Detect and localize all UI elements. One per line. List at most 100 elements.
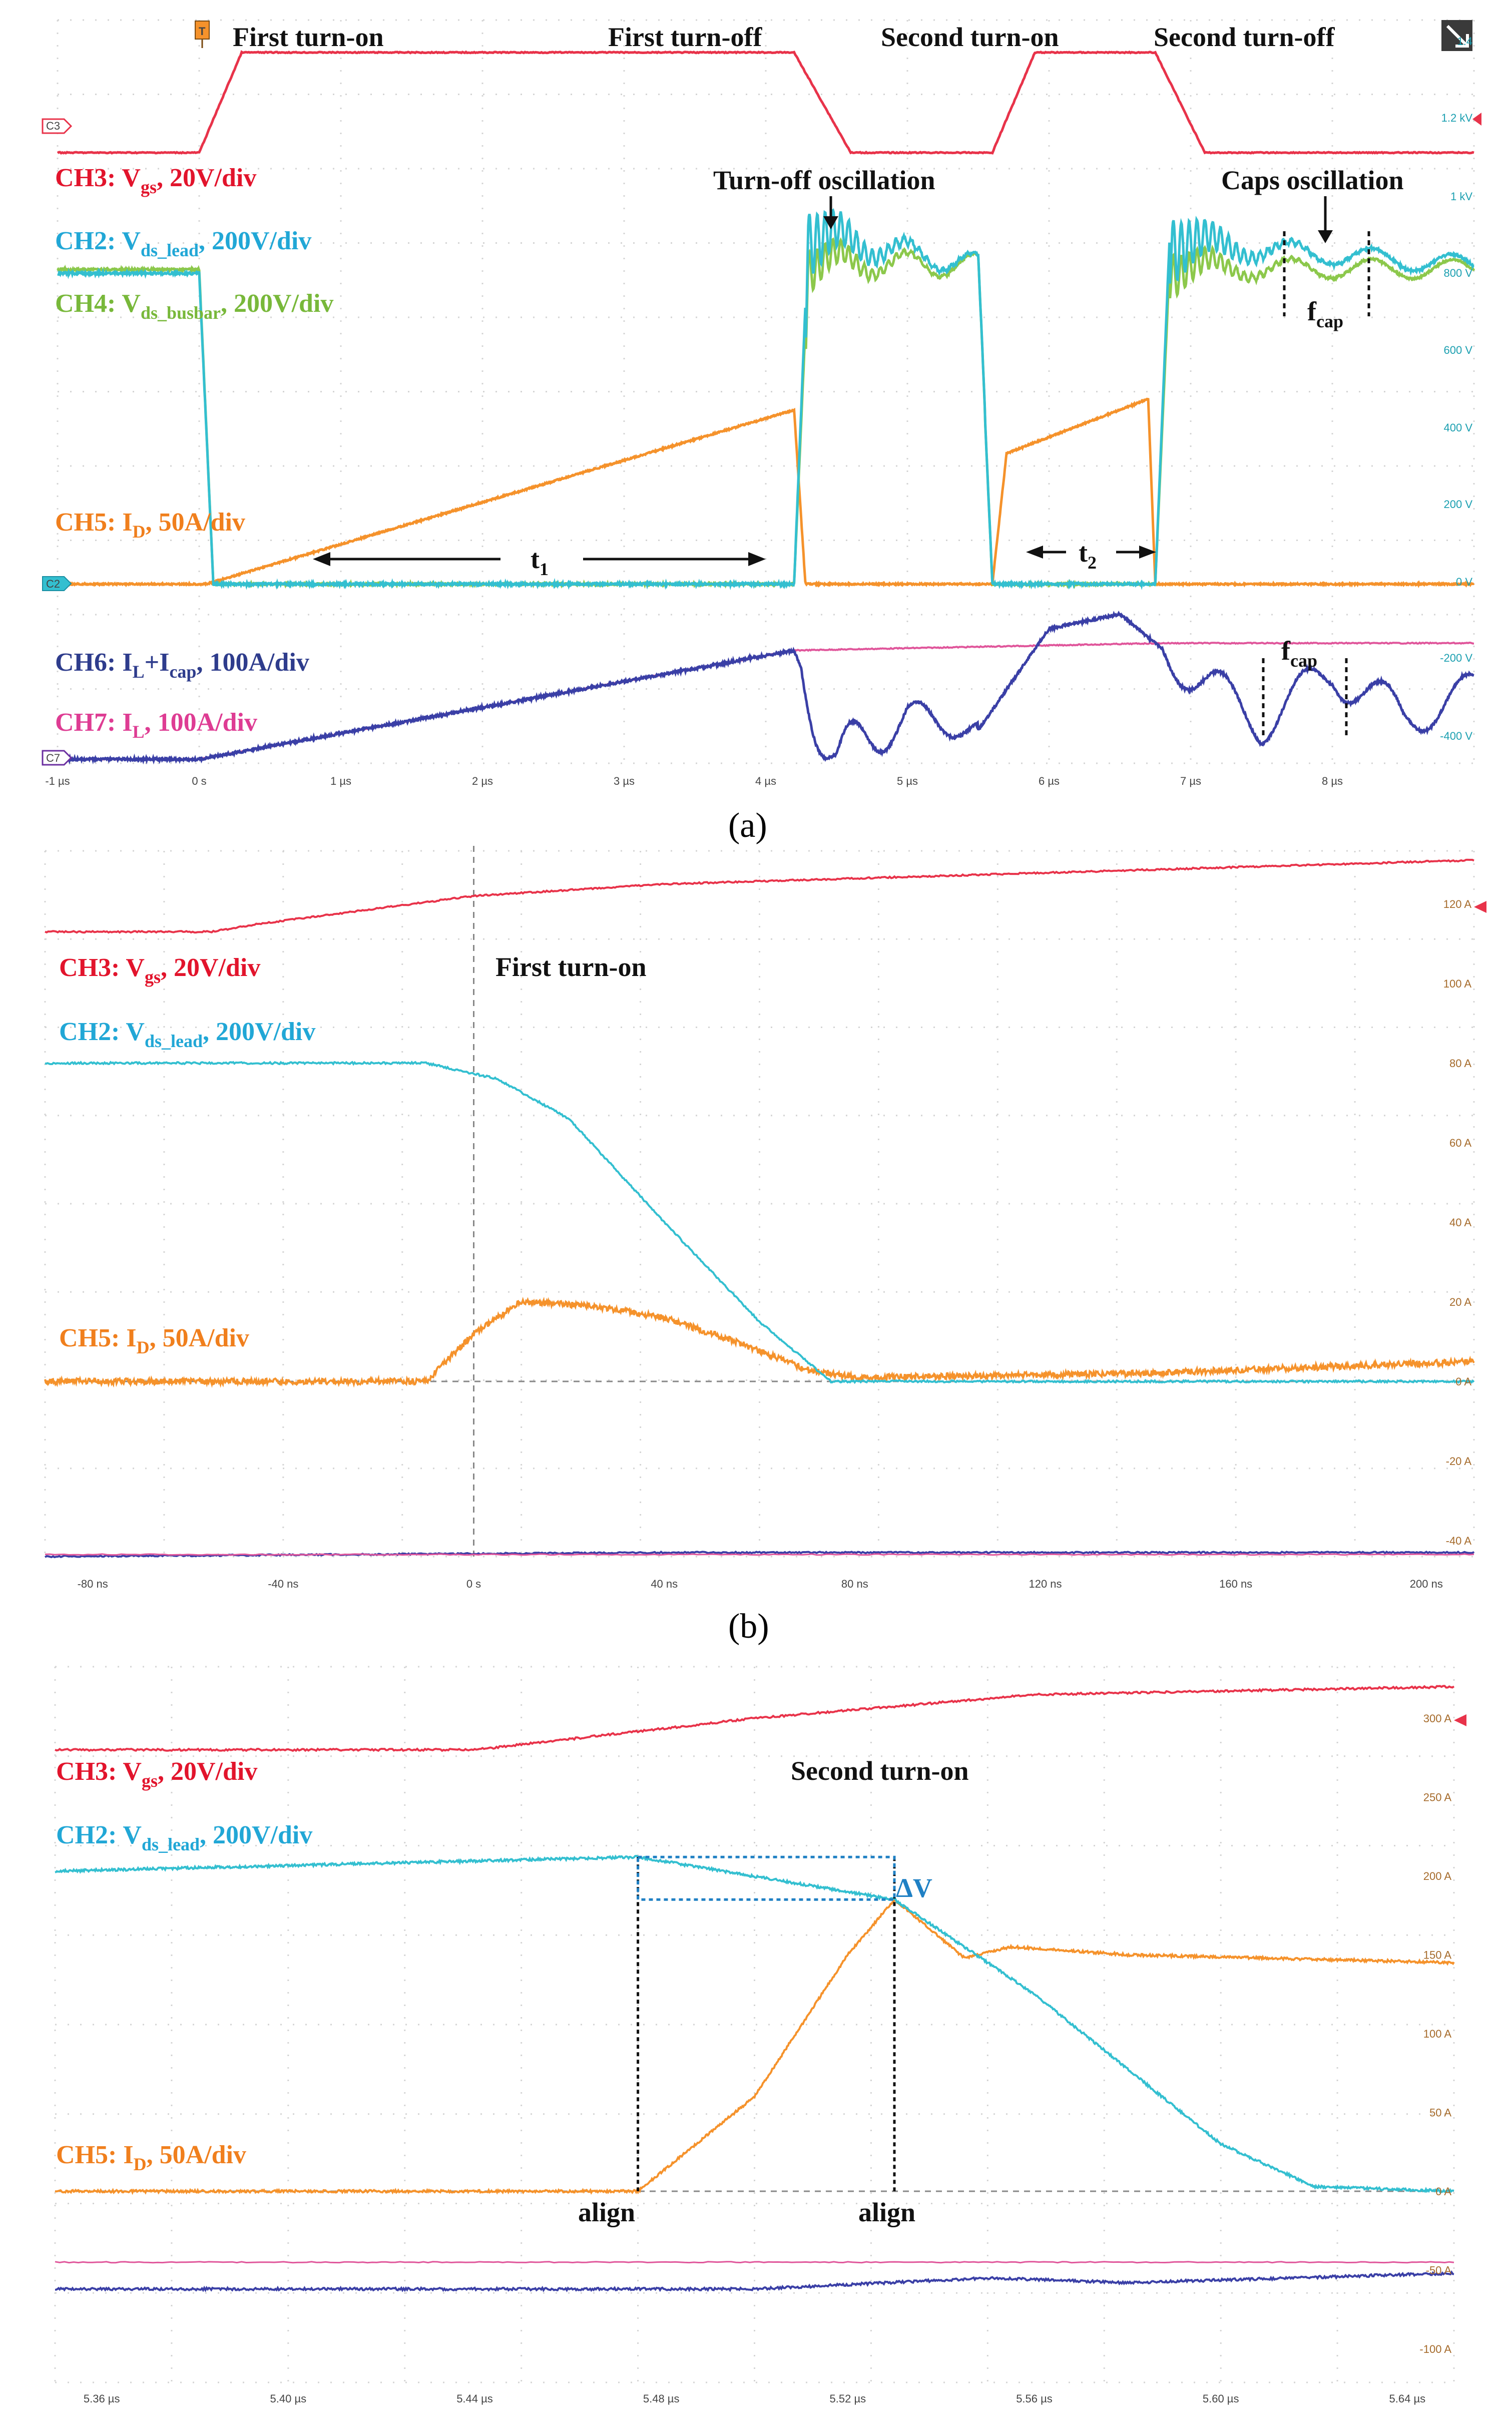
tick-label: 1 µs — [330, 775, 351, 787]
tick-label: 5.48 µs — [643, 2392, 680, 2405]
tick-label: 0 V — [1456, 576, 1472, 588]
tick-label: 0 s — [192, 775, 206, 787]
corner-cursor-icon — [1441, 20, 1472, 51]
annotation-align-left: align — [578, 2197, 635, 2227]
trace-ch5-c — [55, 1897, 1455, 2195]
annotation-align-right: align — [858, 2197, 915, 2227]
trace-ch2-b — [45, 1060, 1475, 1384]
tick-label: -400 V — [1440, 730, 1472, 742]
marker-c7-text: C7 — [46, 752, 60, 764]
panel-c-traces — [55, 1685, 1455, 2292]
panel-c-x-ticks: 5.36 µs 5.40 µs 5.44 µs 5.48 µs 5.52 µs 5.56 … — [84, 2392, 1425, 2405]
tick-label: 80 A — [1449, 1057, 1471, 1070]
panel-c-align-markers — [637, 1855, 896, 2191]
tick-label: 1.2 kV — [1441, 112, 1473, 124]
trace-ch3 — [57, 50, 1474, 155]
trace-ch6 — [56, 610, 1474, 765]
panel-c-grid — [54, 1666, 1455, 2383]
panel-a-traces — [56, 50, 1475, 765]
tick-label: 160 ns — [1219, 1578, 1252, 1590]
tick-label: 5.44 µs — [456, 2392, 493, 2405]
annotation-second-turn-on: Second turn-on — [881, 22, 1059, 52]
annotation-t1: t1 — [531, 544, 549, 579]
tick-label: 250 A — [1423, 1791, 1452, 1804]
tick-label: 5.64 µs — [1389, 2392, 1426, 2405]
tick-label: 8 µs — [1322, 775, 1343, 787]
panel-a-x-ticks: -1 µs 0 s 1 µs 2 µs 3 µs 4 µs 5 µs 6 µs 7 µs 8 µs — [45, 775, 1343, 787]
annotation-first-turn-on: First turn-on — [233, 22, 383, 52]
annotation-first-turn-on-b: First turn-on — [495, 952, 646, 982]
tick-label: -1 µs — [45, 775, 70, 787]
tick-label: 1.4 — [1457, 35, 1472, 48]
tick-label: 400 V — [1444, 421, 1473, 434]
label-ch4-a: CH4: Vds_busbar, 200V/div — [55, 289, 333, 323]
trace-ch5 — [57, 397, 1475, 588]
panel-b-right-ticks: 120 A 100 A 80 A 60 A 40 A 20 A 0 A -20 A -40 A — [1443, 898, 1472, 1547]
tick-label: 0 A — [1455, 1375, 1471, 1388]
panel-c: 300 A 250 A 200 A 150 A 100 A 50 A 0 A -50 A -10… — [54, 1666, 1466, 2405]
trace-ch2-c — [55, 1854, 1454, 2194]
tick-label: 200 V — [1444, 498, 1473, 511]
tick-label: -20 A — [1446, 1455, 1472, 1468]
tick-label: 20 A — [1449, 1296, 1471, 1308]
t2-span-arrow — [1026, 546, 1156, 559]
label-ch5-b: CH5: ID, 50A/div — [59, 1324, 249, 1357]
arrow-caps-osc — [1318, 196, 1333, 243]
label-ch7-a: CH7: IL, 100A/div — [55, 708, 257, 742]
annotation-second-turn-on-c: Second turn-on — [791, 1756, 969, 1786]
label-ch3-b: CH3: Vgs, 20V/div — [59, 953, 260, 987]
label-ch5-c: CH5: ID, 50A/div — [56, 2141, 246, 2174]
tick-label: 100 A — [1443, 978, 1472, 990]
trigger-icon: T — [195, 21, 210, 48]
annotation-turn-off-oscillation: Turn-off oscillation — [713, 165, 935, 195]
trace-ch7-b — [45, 1553, 1474, 1556]
tick-label: 200 A — [1423, 1870, 1452, 1882]
svg-text:T: T — [199, 25, 206, 38]
trigger-level-arrow-icon-c — [1454, 1714, 1466, 1726]
label-ch6-a: CH6: IL+Icap, 100A/div — [55, 648, 309, 682]
tick-label: 50 A — [1429, 2107, 1451, 2119]
tick-label: 0 A — [1435, 2185, 1451, 2198]
t1-span-arrow — [313, 552, 766, 566]
trace-ch6-c — [55, 2270, 1454, 2292]
tick-label: 40 ns — [651, 1578, 678, 1590]
tick-label: -50 A — [1426, 2264, 1452, 2277]
delta-v-box — [637, 1855, 896, 1901]
panel-c-right-ticks: 300 A 250 A 200 A 150 A 100 A 50 A 0 A -50 A -10… — [1419, 1712, 1451, 2355]
tick-label: 5.40 µs — [270, 2392, 307, 2405]
annotation-delta-v: ΔV — [896, 1873, 932, 1903]
trace-ch5-b — [44, 1296, 1475, 1388]
tick-label: -100 A — [1419, 2343, 1451, 2355]
tick-label: 80 ns — [841, 1578, 868, 1590]
trace-ch2 — [57, 208, 1474, 591]
label-ch2-b: CH2: Vds_lead, 200V/div — [59, 1018, 315, 1051]
marker-c2-text: C2 — [46, 578, 60, 590]
tick-label: 5.36 µs — [84, 2392, 120, 2405]
tick-label: 150 A — [1423, 1949, 1452, 1962]
tick-label: 3 µs — [614, 775, 635, 787]
tick-label: -40 A — [1446, 1535, 1472, 1547]
tick-label: 5 µs — [897, 775, 918, 787]
panel-a-right-ticks: 1.4 1.2 kV 1 kV 800 V 600 V 400 V 200 V 0 V -200… — [1440, 35, 1472, 742]
tick-label: -40 ns — [268, 1578, 298, 1590]
annotation-t2: t2 — [1079, 538, 1097, 573]
tick-label: 2 µs — [472, 775, 493, 787]
annotation-first-turn-off: First turn-off — [608, 22, 762, 52]
trigger-level-arrow-icon-b — [1474, 901, 1486, 913]
tick-label: 300 A — [1423, 1712, 1452, 1725]
annotation-second-turn-off: Second turn-off — [1154, 22, 1335, 52]
label-ch5-a: CH5: ID, 50A/div — [55, 508, 245, 542]
trace-ch3-c — [55, 1685, 1455, 1752]
tick-label: -200 V — [1440, 652, 1472, 664]
tick-label: 100 A — [1423, 2028, 1452, 2040]
marker-c7: C7 — [42, 750, 73, 766]
tick-label: 120 A — [1443, 898, 1472, 910]
trace-ch3-b — [45, 858, 1474, 934]
tick-label: 120 ns — [1029, 1578, 1062, 1590]
panel-b-x-ticks: -80 ns -40 ns 0 s 40 ns 80 ns 120 ns 160 ns 200… — [78, 1578, 1443, 1590]
tick-label: 1 kV — [1450, 190, 1472, 203]
annotation-fcap-top: fcap — [1307, 296, 1343, 331]
tick-label: 4 µs — [755, 775, 776, 787]
